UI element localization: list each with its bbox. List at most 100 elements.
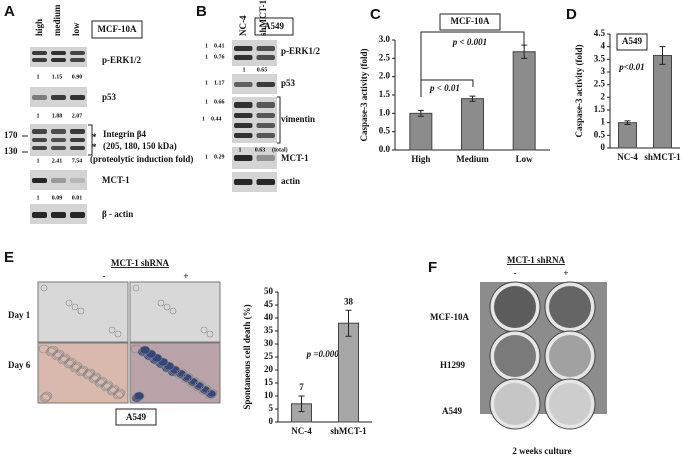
row-label: Day 6 <box>8 360 31 370</box>
annotation: p =0.0007 <box>306 349 344 359</box>
error-bar <box>659 46 666 65</box>
fold: 1 <box>37 113 40 119</box>
bar <box>618 122 637 149</box>
box <box>91 20 143 39</box>
fold: 1 <box>37 158 40 164</box>
band <box>234 179 253 185</box>
side: 1 <box>205 43 208 49</box>
condition: + <box>563 268 568 278</box>
cell <box>114 330 122 338</box>
band <box>256 133 275 138</box>
band <box>32 58 47 62</box>
colonies <box>549 383 591 425</box>
band <box>32 95 47 100</box>
blot-label: β - actin <box>102 209 133 219</box>
annotation: p < 0.01 <box>429 83 460 93</box>
layout <box>22 40 607 430</box>
blot <box>30 170 87 190</box>
band <box>51 146 66 150</box>
side: 0.76 <box>214 54 225 60</box>
band <box>256 179 275 185</box>
bar <box>461 98 484 151</box>
y-tick-label: 2.5 <box>594 79 606 89</box>
fold: 1 <box>243 67 246 73</box>
y-tick-label: 40 <box>264 312 274 322</box>
band <box>51 138 66 142</box>
y-tick-label: 3.0 <box>379 34 391 44</box>
bar <box>409 112 433 151</box>
marker: 170 <box>4 130 18 140</box>
band <box>32 51 47 55</box>
x-tick-label: NC-4 <box>617 152 638 162</box>
band <box>70 146 85 150</box>
band <box>51 129 66 134</box>
panel-label: C <box>370 6 381 23</box>
band <box>70 212 85 218</box>
marker-dash <box>22 135 28 153</box>
star: * <box>92 132 97 142</box>
caption: 2 weeks culture <box>512 446 571 456</box>
band <box>256 123 275 128</box>
x-tick-label: shMCT-1 <box>644 152 681 162</box>
cell <box>45 347 57 357</box>
side: 1 <box>205 80 208 86</box>
fold: 0.65 <box>257 67 268 73</box>
colonies <box>549 286 591 328</box>
fold: 0.63 <box>255 147 266 153</box>
cell <box>84 368 96 378</box>
cell <box>132 284 140 292</box>
band <box>70 178 85 183</box>
y-tick-label: 2 <box>601 91 606 101</box>
blot <box>232 147 277 169</box>
band <box>70 138 85 142</box>
cell <box>40 284 48 292</box>
cell <box>163 303 171 311</box>
cell <box>169 307 177 315</box>
blot-label: vimentin <box>281 114 315 124</box>
box <box>115 408 157 426</box>
y-tick-label: 0 <box>269 416 274 426</box>
x-tick-label: High <box>411 154 430 164</box>
blot-label: p53 <box>102 92 117 102</box>
condition: - <box>514 268 517 278</box>
cell <box>133 391 145 401</box>
lane-label: medium <box>52 4 62 36</box>
band <box>32 138 47 142</box>
panel-title: MCT-1 shRNA <box>507 255 565 265</box>
cell <box>200 326 208 334</box>
blot-label: Integrin β4 <box>103 129 146 139</box>
condition: + <box>183 271 188 281</box>
colonies <box>494 286 536 328</box>
panel-title: MCT-1 shRNA <box>111 258 169 268</box>
y-tick-label: 25 <box>264 351 274 361</box>
band <box>234 46 253 51</box>
blot-label: p-ERK1/2 <box>281 46 321 56</box>
band <box>256 155 275 161</box>
side: 0.44 <box>211 116 222 122</box>
error-bar <box>521 44 528 59</box>
error-bar <box>298 395 305 413</box>
band <box>70 51 85 55</box>
annotation: p < 0.001 <box>452 37 487 47</box>
side: 1 <box>205 154 208 160</box>
cell-line: A549 <box>264 21 284 31</box>
y-tick-label: 30 <box>264 338 274 348</box>
cell <box>39 393 51 403</box>
band <box>234 55 253 60</box>
band <box>234 113 253 118</box>
y-tick-label: 2.5 <box>379 52 391 62</box>
fold: 1 <box>239 147 242 153</box>
fold: 1.15 <box>52 74 63 80</box>
fold-note: (total) <box>272 146 288 153</box>
y-axis-label: Spontaneous cell death (%) <box>242 304 252 409</box>
x-tick-label: NC-4 <box>291 426 312 436</box>
y-tick-label: 3.5 <box>594 53 606 63</box>
cell <box>157 299 165 307</box>
bracket <box>420 31 525 80</box>
side: 1 <box>205 54 208 60</box>
blot <box>232 40 277 66</box>
side: 1 <box>205 99 208 105</box>
cell <box>47 345 59 355</box>
bracket <box>420 79 474 97</box>
y-tick-label: 45 <box>264 299 274 309</box>
